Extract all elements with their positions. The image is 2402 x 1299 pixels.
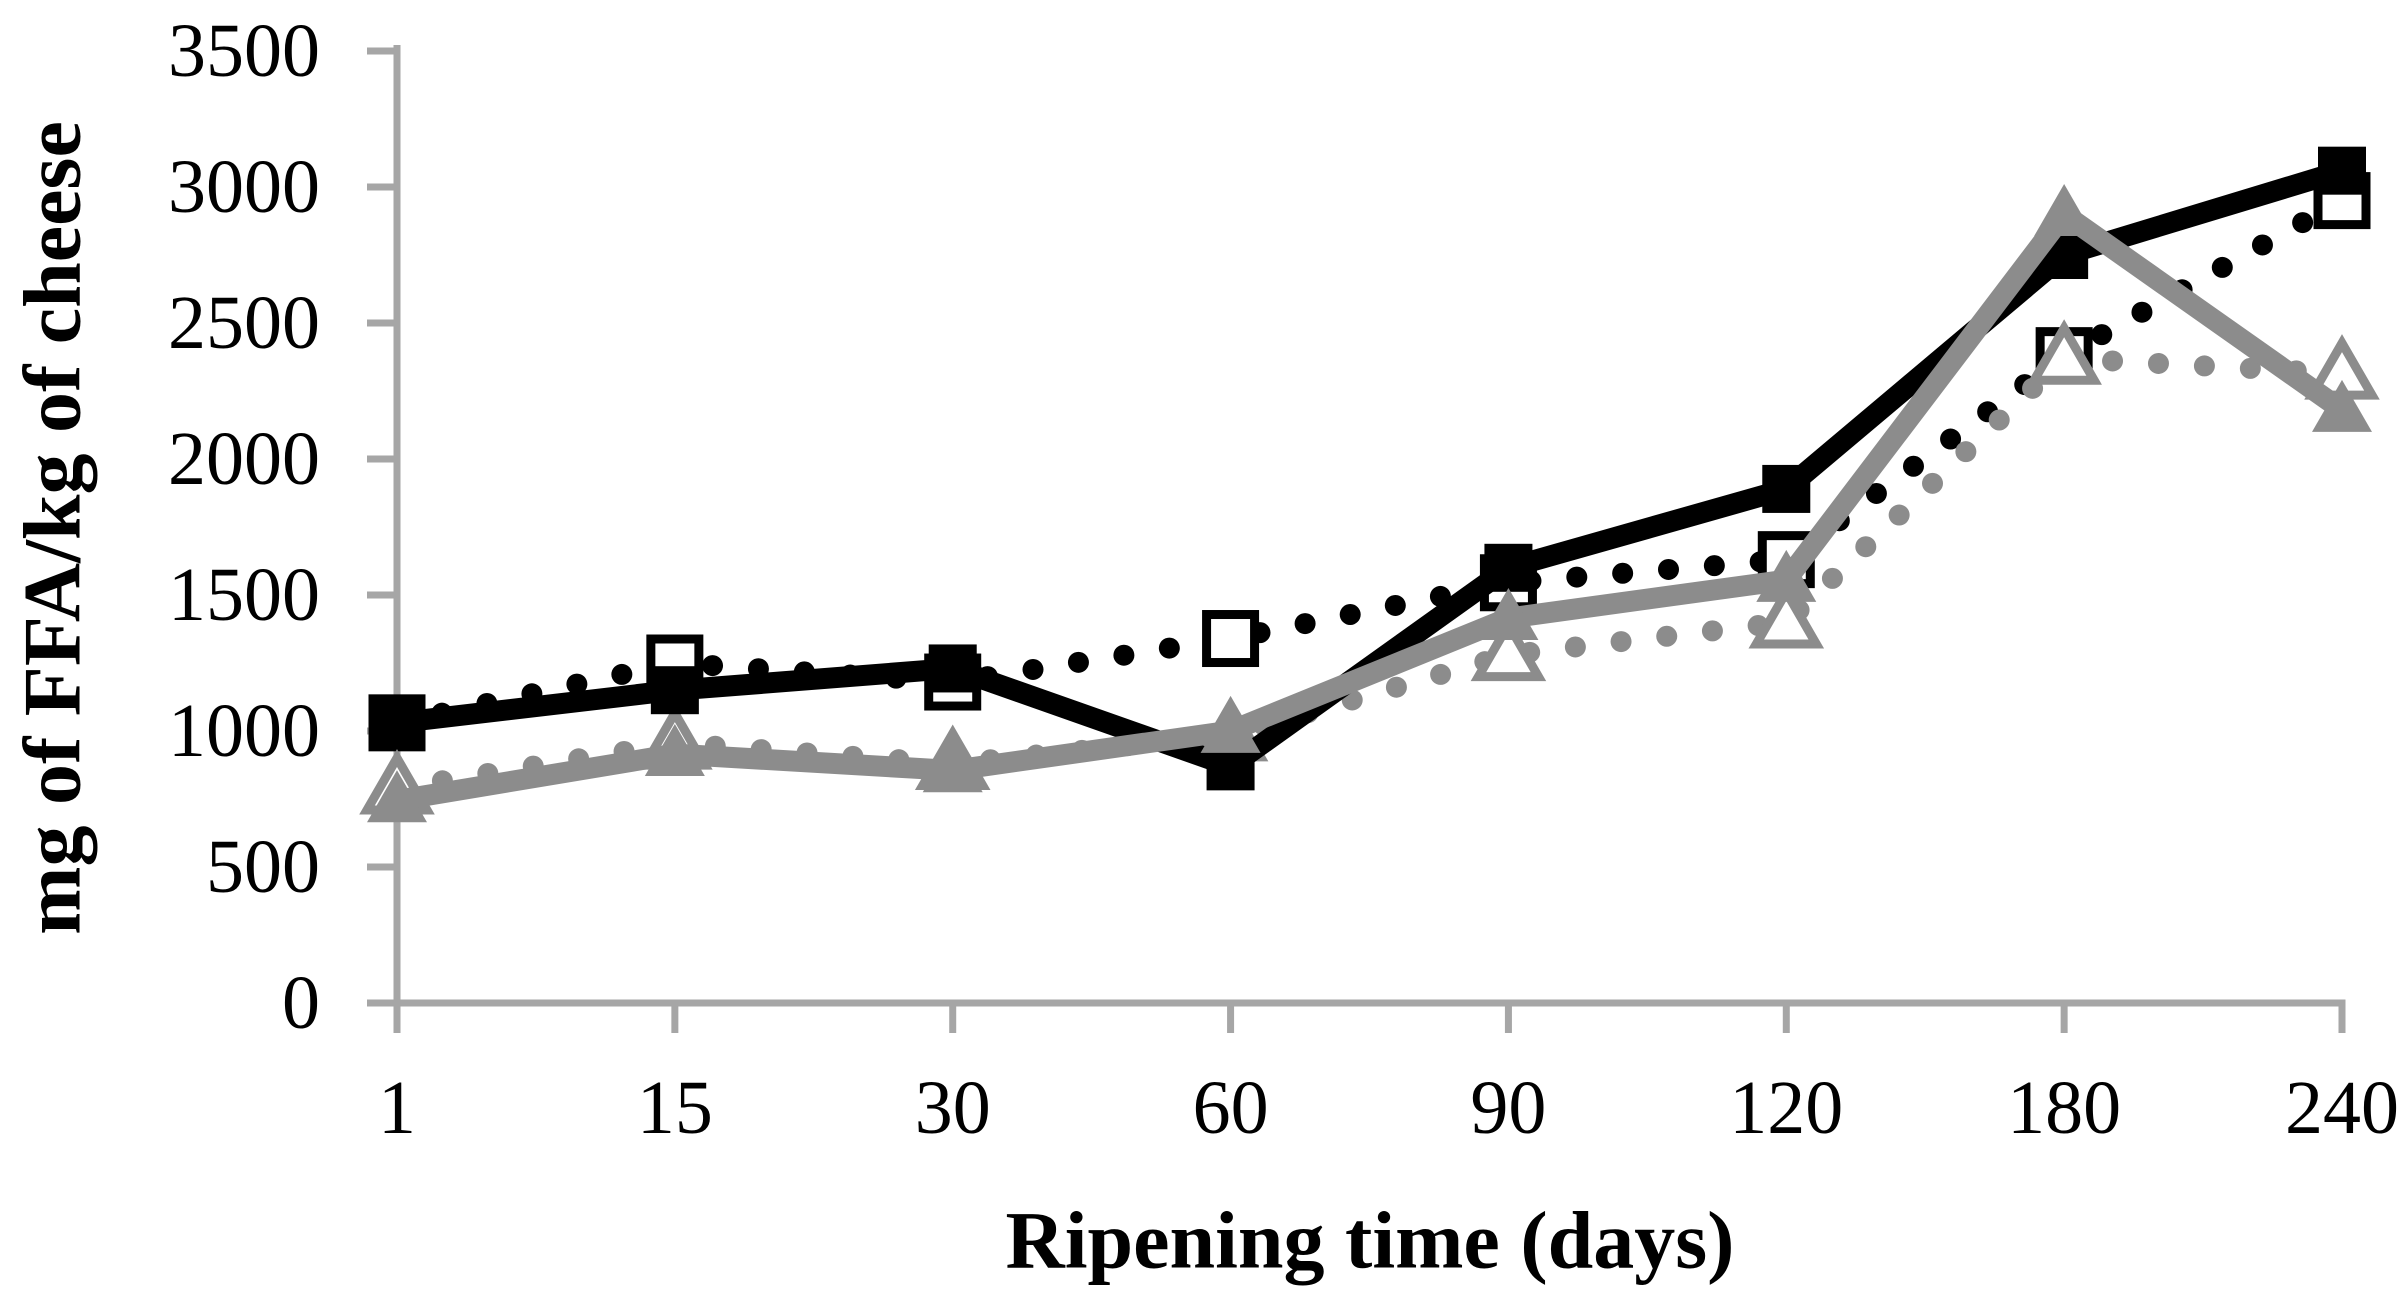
y-tick-label: 1000	[168, 689, 320, 773]
filled-triangle-marker	[2034, 184, 2095, 237]
y-tick-label: 2500	[168, 281, 320, 365]
x-tick-label: 30	[915, 1066, 991, 1150]
filled-square-marker	[373, 698, 421, 747]
x-tick-label: 60	[1193, 1066, 1269, 1150]
filled-triangle-marker	[1200, 700, 1261, 753]
filled-triangle-marker	[922, 740, 983, 793]
y-tick-label: 500	[206, 825, 320, 909]
x-tick-label: 90	[1470, 1066, 1546, 1150]
y-tick-label: 3500	[168, 9, 320, 93]
x-tick-label: 1	[378, 1066, 416, 1150]
filled-square-marker	[928, 644, 977, 693]
open-triangle-marker	[1748, 583, 1825, 649]
filled-triangle-marker	[1478, 587, 1539, 640]
y-tick-label: 2000	[168, 417, 320, 501]
filled-triangle-marker	[2311, 379, 2372, 432]
y-tick-label: 1500	[168, 553, 320, 637]
filled-triangle-marker	[1756, 549, 1817, 602]
x-tick-label: 120	[1729, 1066, 1843, 1150]
x-tick-label: 240	[2285, 1066, 2399, 1150]
open-triangle-marker	[2026, 319, 2102, 385]
filled-square-marker	[1484, 543, 1533, 592]
filled-square-marker	[2317, 146, 2366, 195]
filled-square-marker	[650, 666, 699, 715]
x-tick-label: 15	[637, 1066, 713, 1150]
y-axis-title: mg of FFA/kg of cheese	[7, 121, 98, 935]
y-tick-label: 3000	[168, 145, 320, 229]
series-line-1-open-triangle	[386, 347, 2353, 799]
series-line-3-filled-triangle	[386, 203, 2353, 811]
filled-square-marker	[1762, 464, 1811, 513]
x-axis-title: Ripening time (days)	[1006, 1195, 1735, 1286]
series-line-0-open-square	[386, 190, 2353, 734]
y-tick-label: 0	[282, 961, 320, 1045]
filled-triangle-marker	[644, 723, 705, 776]
open-square-marker	[1202, 610, 1260, 668]
open-triangle-marker	[1470, 615, 1547, 682]
filled-triangle-marker	[367, 770, 427, 823]
x-tick-label: 180	[2007, 1066, 2121, 1150]
